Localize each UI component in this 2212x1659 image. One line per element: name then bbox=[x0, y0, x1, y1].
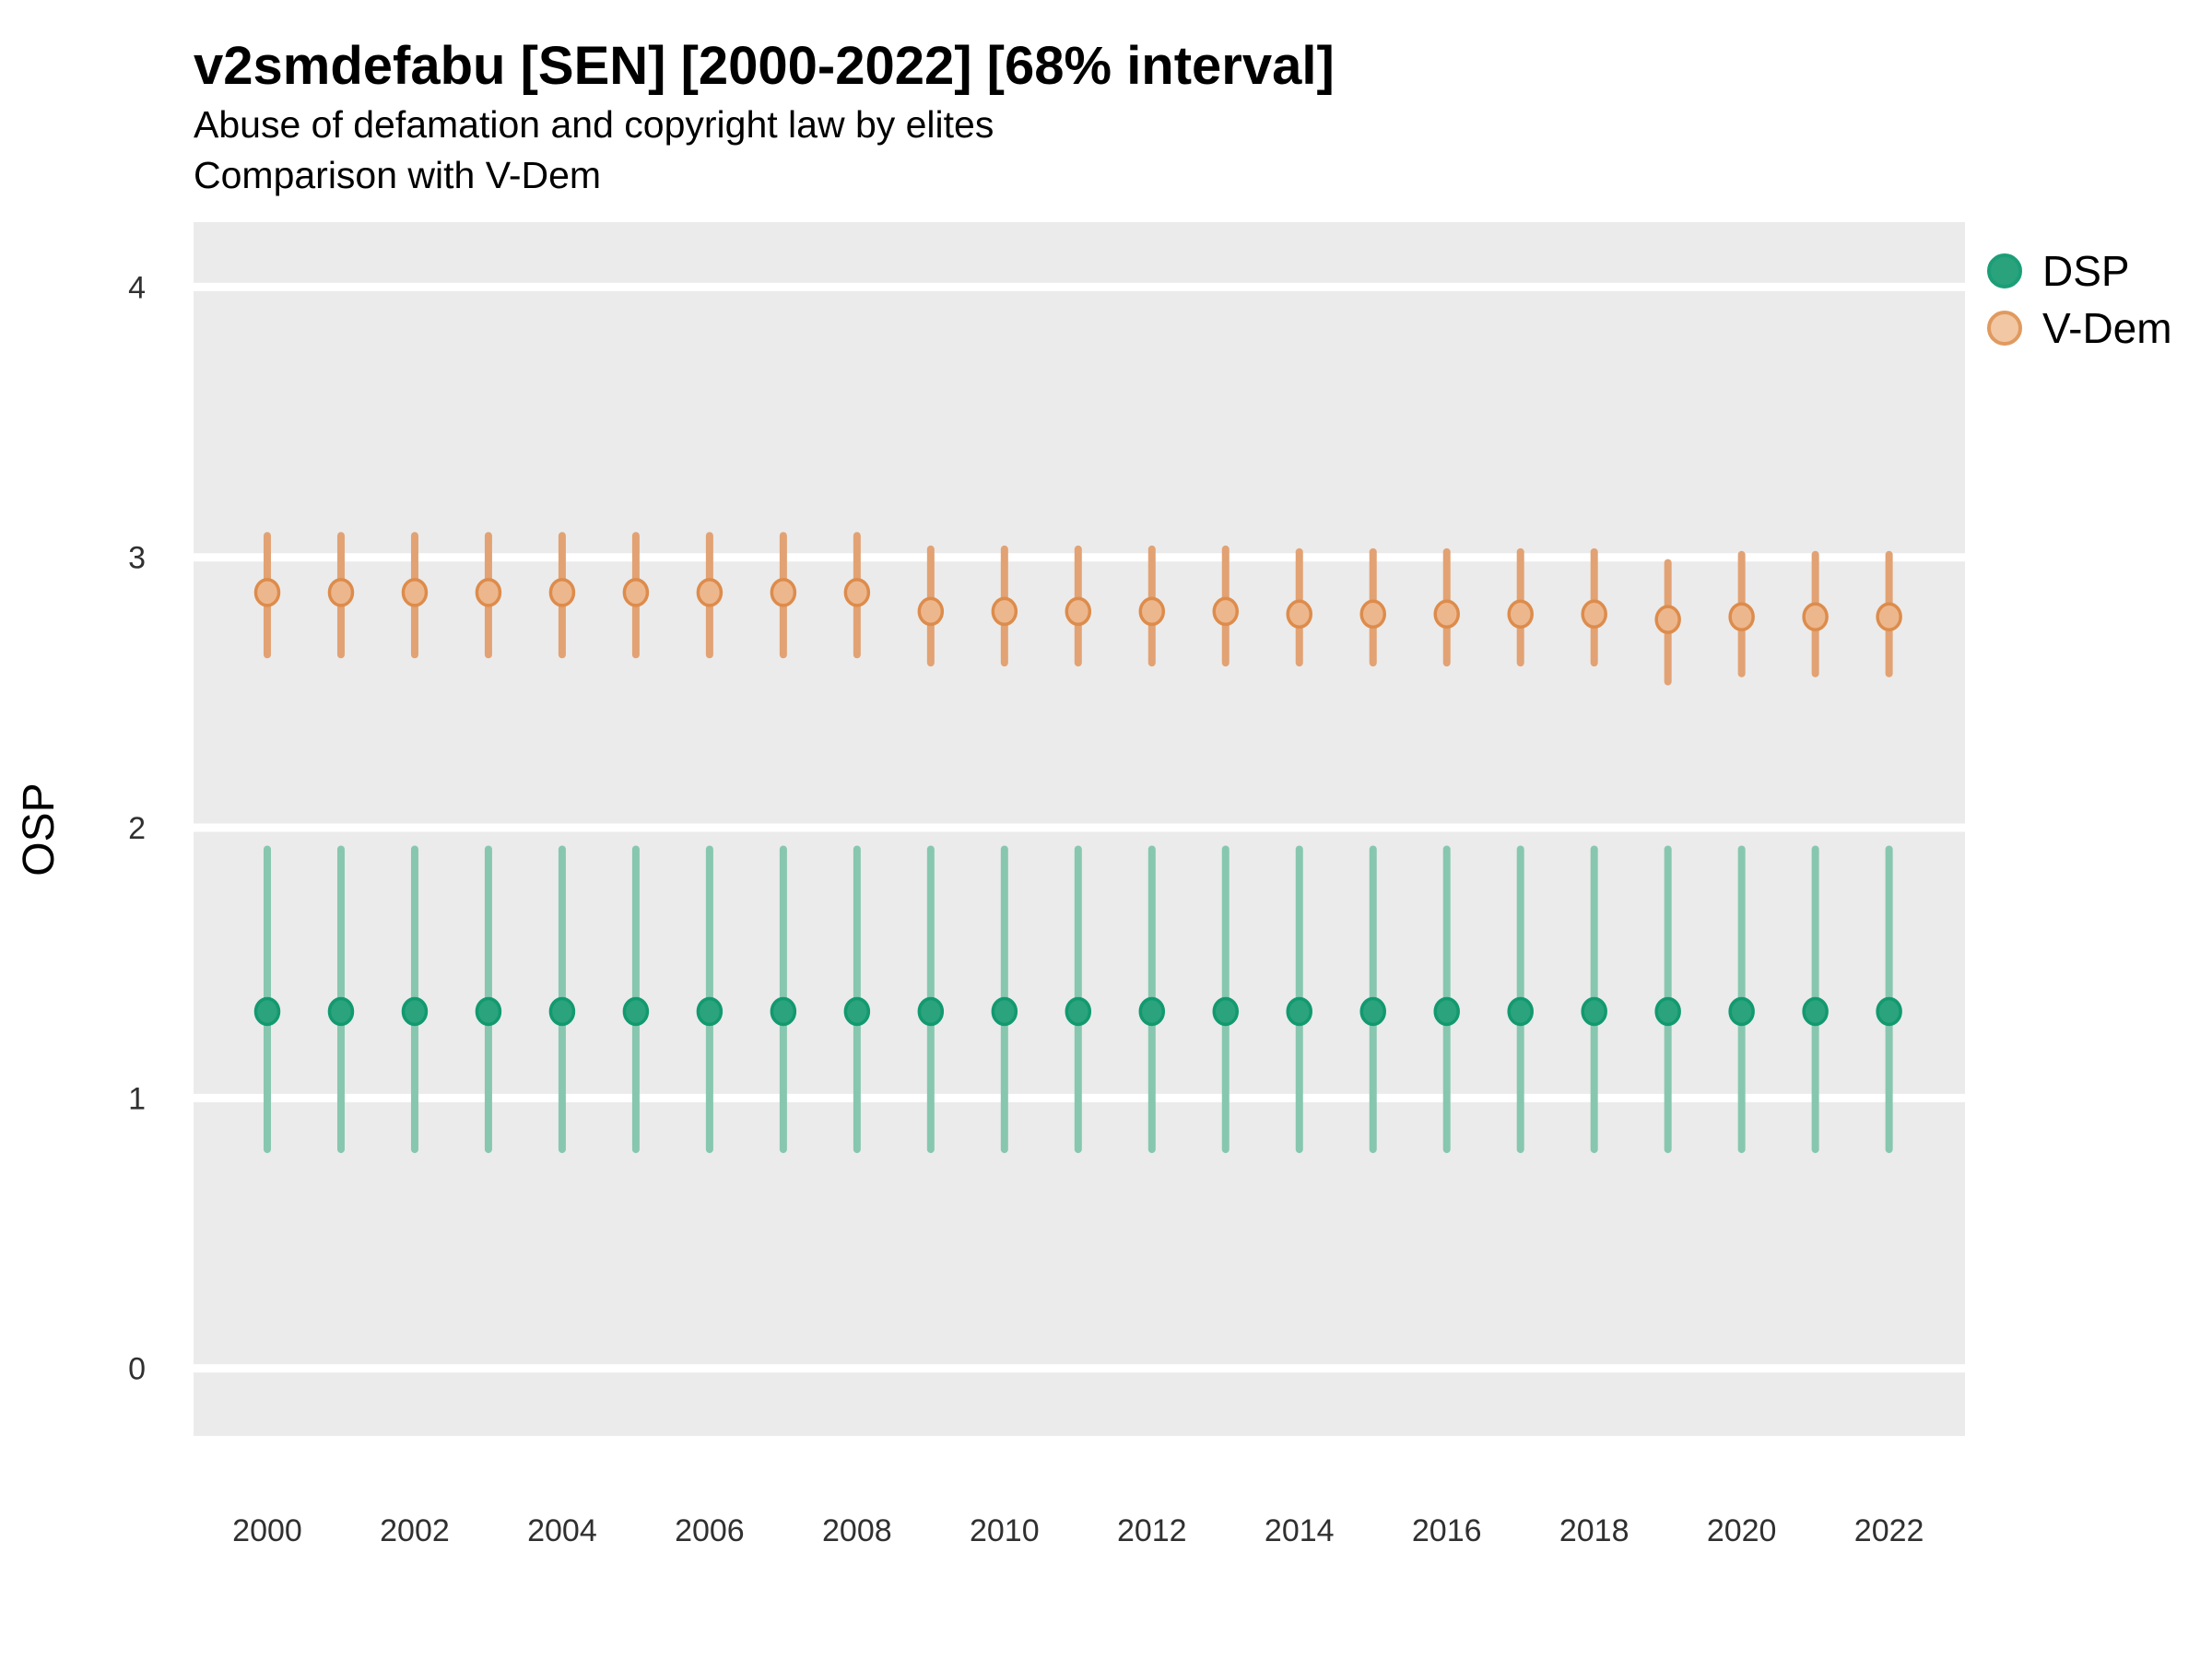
x-tick-label: 2006 bbox=[675, 1513, 745, 1548]
point-dsp-2012 bbox=[1138, 996, 1166, 1027]
point-v-dem-2000 bbox=[253, 578, 281, 607]
x-tick-label: 2016 bbox=[1412, 1513, 1482, 1548]
point-v-dem-2017 bbox=[1507, 599, 1534, 629]
point-dsp-2014 bbox=[1286, 996, 1313, 1027]
point-v-dem-2011 bbox=[1065, 596, 1092, 627]
point-dsp-2015 bbox=[1359, 996, 1386, 1027]
legend-item-vdem: V-Dem bbox=[1987, 304, 2172, 352]
legend-item-dsp: DSP bbox=[1987, 247, 2172, 295]
chart-subtitle-2: Comparison with V-Dem bbox=[194, 154, 602, 196]
y-tick-label: 2 bbox=[128, 811, 146, 846]
point-dsp-2002 bbox=[401, 996, 429, 1027]
point-v-dem-2002 bbox=[401, 578, 429, 607]
point-dsp-2003 bbox=[475, 996, 502, 1027]
point-dsp-2019 bbox=[1654, 996, 1681, 1027]
point-dsp-2006 bbox=[696, 996, 724, 1027]
point-v-dem-2010 bbox=[991, 596, 1018, 627]
point-v-dem-2015 bbox=[1359, 599, 1386, 629]
point-v-dem-2022 bbox=[1876, 602, 1902, 631]
vdem-legend-dot-icon bbox=[1987, 311, 2022, 346]
point-v-dem-2021 bbox=[1802, 602, 1829, 631]
point-dsp-2001 bbox=[327, 996, 355, 1027]
point-v-dem-2005 bbox=[622, 578, 650, 607]
point-v-dem-2004 bbox=[548, 578, 576, 607]
point-dsp-2020 bbox=[1728, 996, 1755, 1027]
legend-label-dsp: DSP bbox=[2042, 247, 2130, 295]
x-tick-label: 2002 bbox=[380, 1513, 450, 1548]
y-axis-title: OSP bbox=[15, 782, 64, 876]
x-tick-label: 2018 bbox=[1559, 1513, 1630, 1548]
point-dsp-2021 bbox=[1802, 996, 1829, 1027]
point-dsp-2000 bbox=[253, 996, 281, 1027]
x-tick-label: 2000 bbox=[232, 1513, 302, 1548]
y-tick-label: 0 bbox=[128, 1352, 146, 1387]
point-v-dem-2003 bbox=[475, 578, 502, 607]
chart-subtitle: Abuse of defamation and copyright law by… bbox=[194, 103, 994, 146]
x-tick-label: 2022 bbox=[1854, 1513, 1924, 1548]
legend: DSP V-Dem bbox=[1987, 247, 2172, 352]
legend-label-vdem: V-Dem bbox=[2042, 304, 2172, 352]
point-v-dem-2014 bbox=[1286, 599, 1313, 629]
point-dsp-2018 bbox=[1581, 996, 1607, 1027]
y-tick-label: 3 bbox=[128, 541, 146, 576]
point-dsp-2004 bbox=[548, 996, 576, 1027]
x-tick-label: 2008 bbox=[822, 1513, 892, 1548]
point-dsp-2005 bbox=[622, 996, 650, 1027]
x-tick-label: 2004 bbox=[527, 1513, 597, 1548]
point-v-dem-2001 bbox=[327, 578, 355, 607]
point-dsp-2017 bbox=[1507, 996, 1534, 1027]
point-v-dem-2019 bbox=[1654, 605, 1681, 634]
x-tick-label: 2012 bbox=[1117, 1513, 1187, 1548]
point-dsp-2011 bbox=[1065, 996, 1092, 1027]
x-tick-label: 2014 bbox=[1265, 1513, 1335, 1548]
point-dsp-2009 bbox=[917, 996, 945, 1027]
point-v-dem-2012 bbox=[1138, 596, 1166, 627]
point-dsp-2010 bbox=[991, 996, 1018, 1027]
point-dsp-2007 bbox=[770, 996, 797, 1027]
point-v-dem-2013 bbox=[1212, 596, 1240, 627]
point-dsp-2016 bbox=[1433, 996, 1460, 1027]
x-tick-label: 2020 bbox=[1707, 1513, 1777, 1548]
y-tick-label: 4 bbox=[128, 270, 146, 305]
point-v-dem-2009 bbox=[917, 596, 945, 627]
point-dsp-2013 bbox=[1212, 996, 1240, 1027]
point-dsp-2022 bbox=[1876, 996, 1902, 1027]
y-tick-label: 1 bbox=[128, 1081, 146, 1116]
dsp-legend-dot-icon bbox=[1987, 253, 2022, 288]
point-v-dem-2020 bbox=[1728, 602, 1755, 631]
point-v-dem-2007 bbox=[770, 578, 797, 607]
point-v-dem-2018 bbox=[1581, 599, 1607, 629]
point-dsp-2008 bbox=[843, 996, 871, 1027]
point-v-dem-2016 bbox=[1433, 599, 1460, 629]
point-v-dem-2008 bbox=[843, 578, 871, 607]
x-tick-label: 2010 bbox=[970, 1513, 1040, 1548]
point-v-dem-2006 bbox=[696, 578, 724, 607]
chart-title: v2smdefabu [SEN] [2000-2022] [68% interv… bbox=[194, 36, 1335, 96]
